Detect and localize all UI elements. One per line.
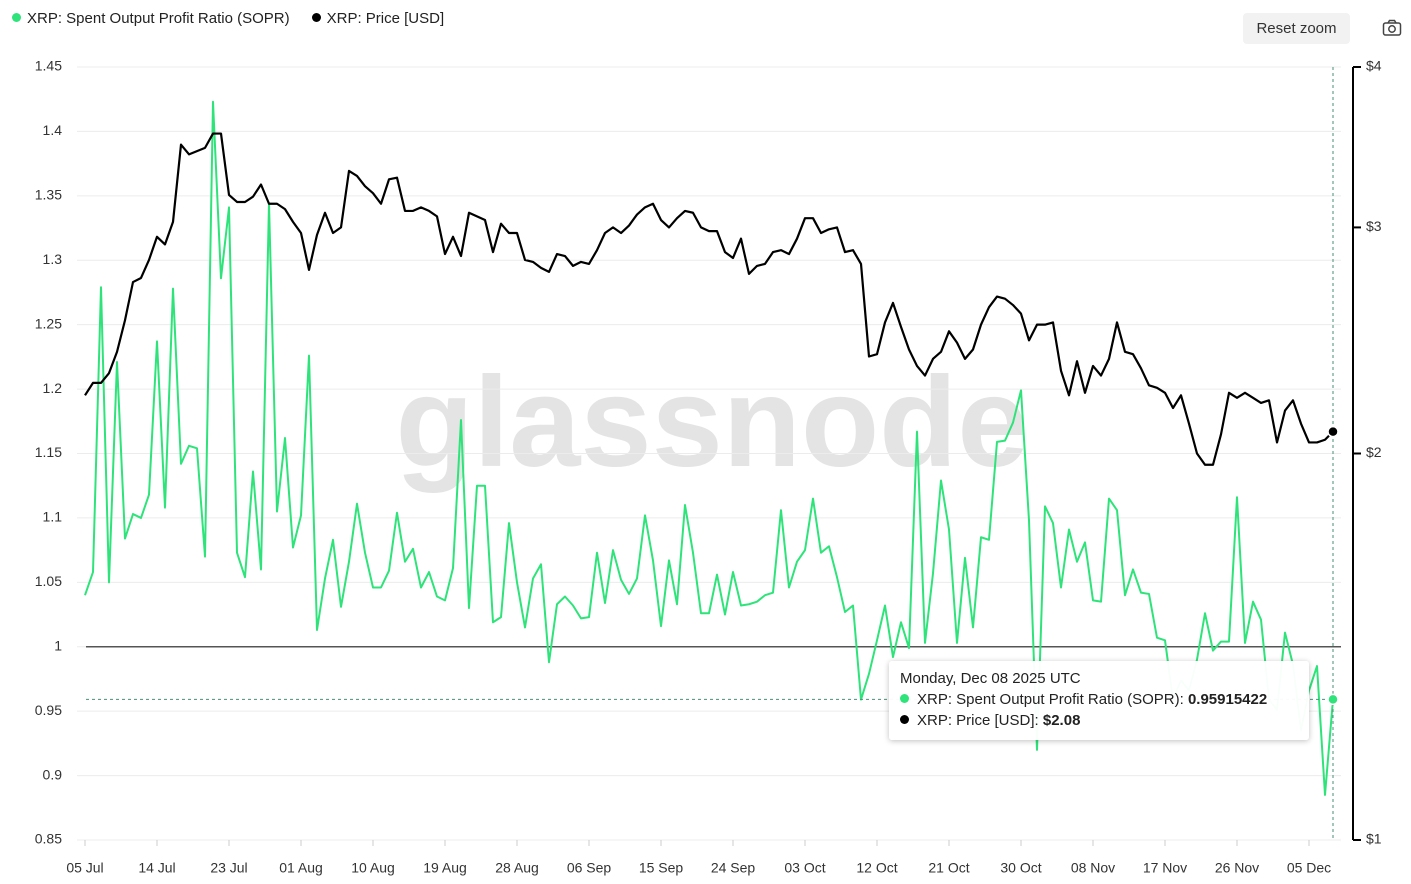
x-tick-label: 15 Sep — [639, 860, 684, 876]
legend-label: XRP: Price [USD] — [326, 10, 445, 27]
y-tick-label: 1.4 — [43, 122, 63, 138]
y2-tick-label: $1 — [1366, 831, 1382, 847]
y-tick-label: 1.05 — [35, 573, 62, 589]
y2-tick-label: $2 — [1366, 444, 1382, 460]
tooltip-row: XRP: Spent Output Profit Ratio (SOPR): 0… — [900, 691, 1298, 708]
y-tick-label: 1.2 — [43, 380, 63, 396]
y2-tick-label: $4 — [1366, 58, 1382, 74]
hover-point — [1327, 693, 1339, 706]
hover-point — [1327, 425, 1339, 438]
legend-marker — [12, 13, 21, 22]
tooltip-row: XRP: Price [USD]: $2.08 — [900, 712, 1298, 729]
x-tick-label: 21 Oct — [928, 860, 969, 876]
x-tick-label: 17 Nov — [1143, 860, 1187, 876]
y-tick-label: 0.85 — [35, 831, 62, 847]
x-tick-label: 08 Nov — [1071, 860, 1115, 876]
x-tick-label: 05 Dec — [1287, 860, 1331, 876]
y-tick-label: 0.9 — [43, 766, 63, 782]
legend-item[interactable]: XRP: Spent Output Profit Ratio (SOPR) — [12, 10, 290, 27]
tooltip-label: XRP: Price [USD]: — [917, 712, 1039, 729]
watermark: glassnode — [395, 351, 1028, 494]
series-line — [84, 100, 1334, 796]
x-tick-label: 03 Oct — [784, 860, 825, 876]
x-tick-label: 30 Oct — [1000, 860, 1041, 876]
reset-zoom-button[interactable]: Reset zoom — [1243, 13, 1350, 44]
tooltip-value: $2.08 — [1042, 712, 1081, 729]
x-tick-label: 24 Sep — [711, 860, 756, 876]
legend: XRP: Spent Output Profit Ratio (SOPR) XR… — [12, 10, 444, 27]
y-tick-label: 1.3 — [43, 251, 63, 267]
y2-tick-label: $3 — [1366, 218, 1382, 234]
legend-marker — [311, 13, 321, 22]
x-tick-label: 06 Sep — [567, 860, 612, 876]
y-tick-label: 1.1 — [43, 509, 63, 525]
y-tick-label: 1 — [54, 637, 62, 653]
x-tick-label: 14 Jul — [138, 860, 175, 876]
legend-item[interactable]: XRP: Price [USD] — [311, 10, 445, 27]
x-tick-label: 05 Jul — [66, 860, 103, 876]
y-tick-label: 1.35 — [35, 187, 62, 203]
y-tick-label: 1.25 — [35, 315, 62, 331]
x-tick-label: 01 Aug — [279, 860, 323, 876]
x-tick-label: 28 Aug — [495, 860, 539, 876]
x-tick-label: 10 Aug — [351, 860, 395, 876]
x-tick-label: 26 Nov — [1215, 860, 1259, 876]
x-tick-label: 12 Oct — [856, 860, 897, 876]
series-line — [84, 132, 1334, 466]
x-tick-label: 19 Aug — [423, 860, 467, 876]
tooltip: Monday, Dec 08 2025 UTC XRP: Spent Outpu… — [889, 661, 1309, 740]
y-tick-label: 0.95 — [35, 702, 62, 718]
tooltip-marker — [900, 694, 909, 703]
y-tick-label: 1.45 — [35, 58, 62, 74]
y-tick-label: 1.15 — [35, 444, 62, 460]
tooltip-value: 0.95915422 — [1187, 691, 1268, 708]
camera-icon[interactable] — [1382, 19, 1402, 37]
tooltip-title: Monday, Dec 08 2025 UTC — [900, 670, 1081, 687]
tooltip-label: XRP: Spent Output Profit Ratio (SOPR): — [917, 691, 1184, 708]
tooltip-marker — [900, 715, 909, 724]
x-tick-label: 23 Jul — [210, 860, 247, 876]
legend-label: XRP: Spent Output Profit Ratio (SOPR) — [27, 10, 290, 27]
